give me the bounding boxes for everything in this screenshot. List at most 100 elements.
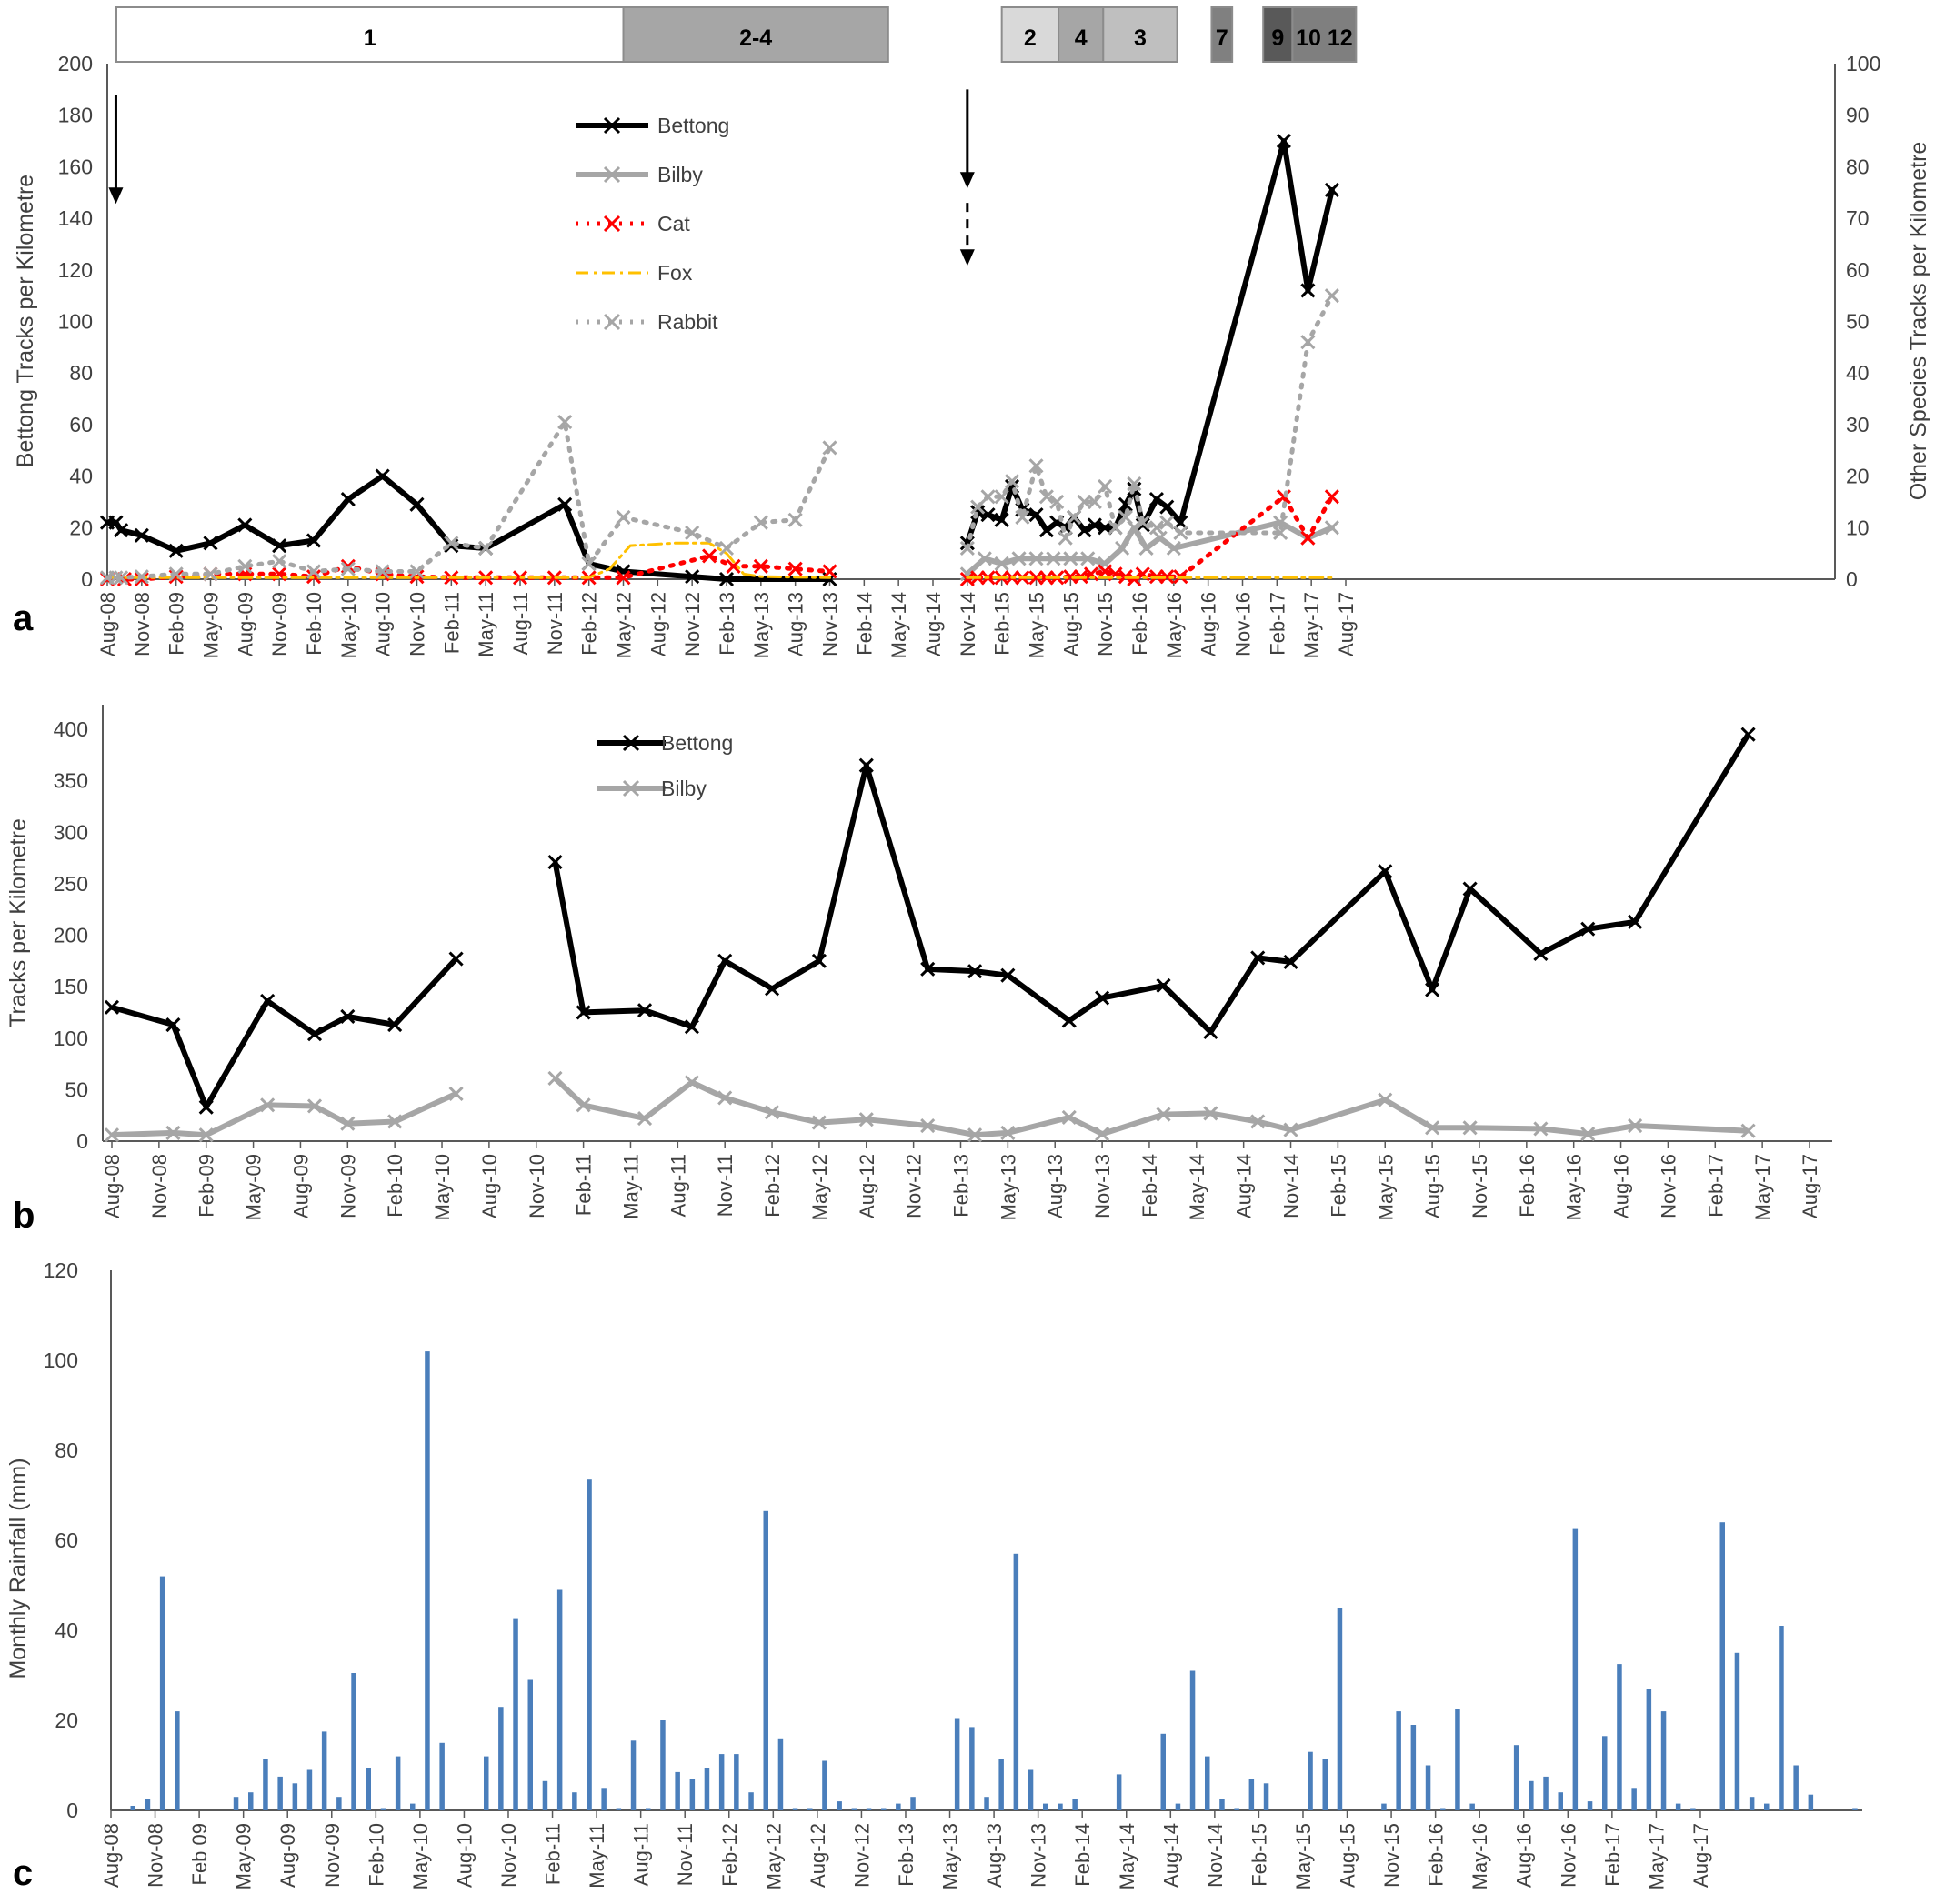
rain-bar [969,1727,975,1810]
panel-c-xtick-label: May-13 [939,1823,962,1889]
marker-bettong [557,496,573,512]
marker-bilby [1138,540,1154,556]
rain-bar [366,1768,371,1810]
marker-bettong [114,523,129,538]
rain-bar [1263,1783,1269,1810]
rain-bar [233,1797,239,1810]
phase-bar-0 [115,6,625,63]
marker-bettong [444,538,459,554]
panel-a-xtick-label: Nov-13 [819,592,842,656]
panel-a-xtick-label: Aug-12 [647,592,669,656]
panel-b: 0 50 100 150 200 250 300 350 400 Aug-08 Nov-08 Feb-… [5,705,1832,1236]
panel-c-xtick-label: Nov-11 [674,1823,697,1886]
legend-label-bilby: Bilby [657,163,703,186]
panel-b-xtick-label: May-13 [997,1154,1019,1220]
panel-c-axes: 0 20 40 60 80 100 120 Aug-08 Nov-08 Feb 09 May-09 A… [44,1258,1862,1889]
panel-a-y2tick-label: 20 [1846,465,1870,488]
rain-bar [175,1711,180,1810]
marker-bettong [1038,523,1054,538]
panel-b-ytick-label: 400 [54,717,88,741]
panel-a-ylabel: Bettong Tracks per Kilometre [13,175,38,467]
panel-b-xtick-label: Nov-16 [1657,1154,1679,1218]
panel-a-y2tick-label: 0 [1846,567,1858,591]
rain-bar [1396,1711,1401,1810]
marker-rabbit [822,440,837,456]
panel-a-xtick-label: May-09 [200,592,223,658]
marker-bilby [1324,520,1339,536]
marker-rabbit [1087,494,1102,510]
panel-c-bars [130,1351,1858,1811]
panel-c-xtick-label: Aug-10 [453,1823,476,1888]
marker-rabbit [306,564,322,579]
panel-c-xtick-label: May-12 [762,1823,785,1889]
marker-rabbit [1028,458,1044,474]
panel-b-xtick-label: Feb-13 [950,1154,973,1218]
marker-bilby [1095,1127,1110,1142]
panel-c-ytick-label: 120 [44,1258,78,1282]
rain-bar [1690,1808,1696,1810]
phase-bar-4 [1102,6,1178,63]
rain-bar [851,1808,857,1810]
panel-c-xtick-label: May-14 [1116,1823,1138,1889]
rain-bar [587,1479,592,1810]
panel-b-xtick-label: May-09 [243,1154,266,1220]
marker-rabbit [980,489,996,505]
panel-a-ytick-label: 80 [69,361,93,385]
panel-c-xtick-label: Nov-13 [1028,1823,1050,1888]
marker-bilby [576,1097,591,1113]
phase-bar-7 [1291,6,1358,63]
marker-rabbit [994,489,1009,505]
marker-rabbit [340,561,356,576]
rain-bar [248,1792,254,1810]
marker-rabbit [1135,515,1150,530]
phase-bar-2 [1000,6,1060,63]
panel-a-xtick-label: Nov-10 [406,592,429,656]
marker-rabbit [134,569,149,585]
marker-bettong [409,496,425,512]
marker-bettong [1533,946,1549,961]
marker-bilby [1028,551,1044,566]
arrow-head-0 [108,187,124,205]
panel-b-xtick-label: May-10 [431,1154,454,1220]
rain-bar [380,1808,386,1810]
marker-bilby [1063,551,1078,566]
marker-bettong [134,527,149,543]
series-line-rabbit [105,419,832,580]
rain-bar [1058,1803,1063,1810]
phase-label-6: 9 [1271,25,1284,51]
rain-bar [336,1797,342,1810]
marker-bilby [1203,1106,1218,1121]
panel-a-ytick-label: 180 [58,104,93,127]
marker-cat [787,561,803,576]
marker-bilby [1378,1092,1393,1107]
rain-bar [1440,1808,1446,1810]
panel-b-xtick-label: Nov-14 [1280,1154,1303,1218]
marker-bilby [920,1117,936,1134]
marker-cat [1324,489,1339,505]
marker-rabbit [1300,335,1316,350]
marker-bilby [717,1090,733,1106]
panel-a-xtick-label: Nov-11 [544,592,566,655]
panel-a-xtick-label: May-14 [887,592,910,658]
rain-bar [792,1808,798,1810]
rain-bar [630,1740,637,1810]
legend-marker-rabbit [603,313,621,331]
panel-a-xtick-label: Aug-17 [1335,592,1358,656]
marker-bettong [306,1027,323,1042]
rain-bar [954,1718,960,1810]
panel-a-xtick-label: Nov-08 [131,592,154,656]
panel-a-legend: Bettong Bilby Cat Fox Rabbit [576,114,729,334]
panel-b-xtick-label: Nov-12 [903,1154,926,1218]
marker-cat [1159,569,1175,585]
panel-a-ytick-label: 140 [58,206,93,230]
panel-b-xtick-label: Feb-09 [196,1154,218,1218]
panel-b-axes: 0 50 100 150 200 250 300 350 400 Aug-08 Nov-08 Feb-… [54,705,1832,1220]
marker-bilby [387,1114,403,1129]
rain-bar [410,1803,416,1810]
marker-bilby [1156,1107,1171,1122]
rain-bar [1248,1779,1255,1810]
marker-cat [306,569,322,585]
rain-bar [572,1792,577,1810]
marker-rabbit [616,509,631,526]
panel-b-ytick-label: 0 [76,1129,88,1153]
